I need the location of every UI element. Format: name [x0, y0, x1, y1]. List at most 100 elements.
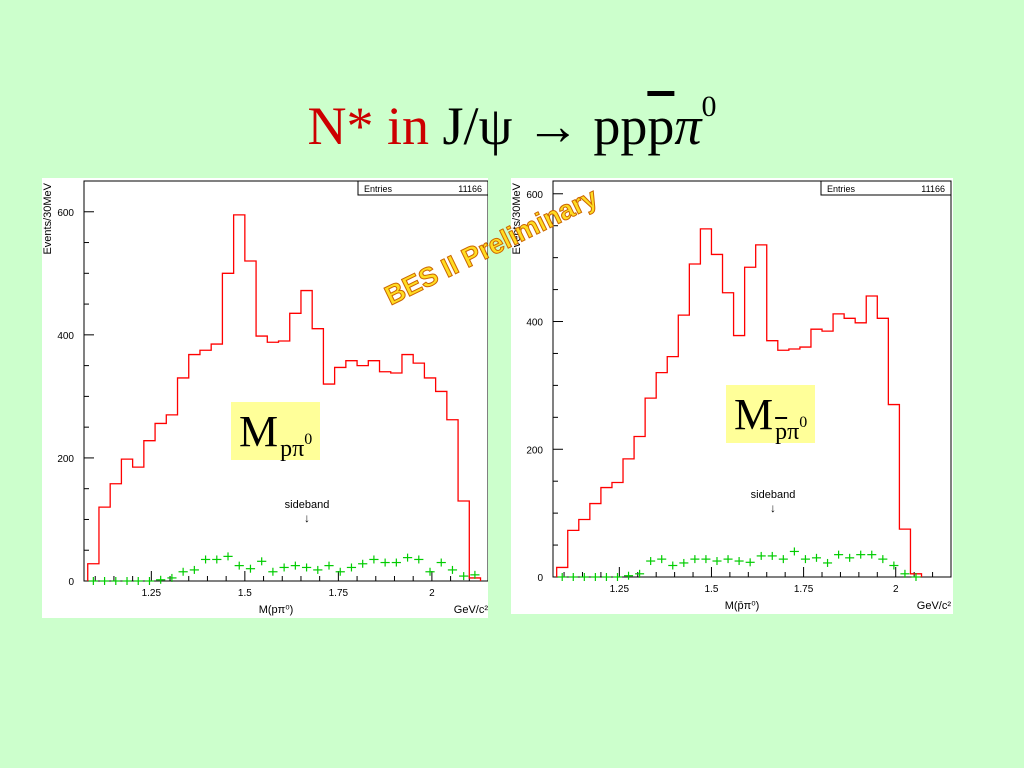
sideband-point	[459, 572, 469, 581]
stats-entries-value: 11166	[458, 184, 482, 194]
sideband-point	[279, 563, 289, 572]
histogram-right-svg: Entries 11166 0 200 400 600 1.25 1.5 1.75 2 Events…	[511, 180, 952, 612]
stats-entries-label: Entries	[827, 184, 856, 194]
y-tick-label: 0	[537, 573, 543, 584]
y-tick-label: 600	[526, 190, 543, 201]
stats-entries-label: Entries	[364, 184, 393, 194]
sideband-point	[223, 552, 233, 561]
sideband-point	[144, 577, 155, 585]
sideband-point	[447, 565, 458, 574]
sideband-arrow: ↓	[770, 501, 776, 515]
sideband-arrow: ↓	[304, 511, 310, 525]
sideband-point	[268, 567, 278, 576]
sideband-point	[800, 555, 810, 564]
x-tick-label: 1.25	[610, 584, 630, 595]
histogram-left-svg: Entries 11166 0 200 400 600 1.25 1.5 1.75 2 Events…	[42, 180, 488, 616]
stats-box	[820, 180, 952, 196]
sideband-point	[324, 561, 334, 570]
sideband-point	[900, 569, 910, 578]
title-reaction-text: J/ψ → pp	[442, 96, 648, 156]
sideband-point	[701, 555, 711, 564]
sideband-point	[290, 561, 300, 570]
y-tick-label: 0	[68, 577, 74, 588]
sideband-point	[756, 551, 766, 560]
sideband-point	[425, 567, 435, 576]
sideband-point	[624, 571, 634, 580]
sideband-point	[867, 550, 877, 559]
y-axis-label: Events/30MeV	[42, 182, 54, 254]
y-tick-label: 400	[526, 318, 543, 329]
mass-label-right-sup: 0	[799, 414, 808, 431]
sideband-point	[557, 573, 567, 581]
sideband-point	[811, 553, 822, 562]
x-axis-label: M(pπ⁰)	[259, 604, 294, 616]
sideband-point	[189, 565, 199, 574]
y-tick-label: 400	[57, 331, 74, 342]
sideband-point	[889, 561, 899, 570]
sideband-point	[470, 570, 480, 579]
sideband-point	[911, 573, 921, 581]
y-tick-label: 200	[57, 454, 74, 465]
stats-entries-value: 11166	[921, 184, 945, 194]
sideband-point	[391, 558, 401, 567]
sideband-point	[178, 567, 188, 576]
sideband-point	[823, 558, 833, 567]
sideband-point	[414, 555, 424, 564]
sideband-point	[369, 555, 379, 564]
x-tick-label: 1.75	[329, 588, 349, 599]
sideband-point	[612, 573, 623, 581]
sideband-point	[358, 559, 368, 568]
mass-label-left-sup: 0	[304, 431, 313, 448]
sideband-point	[234, 561, 244, 570]
x-tick-label: 1.75	[794, 584, 814, 595]
mass-label-left: Mpπ0	[231, 402, 321, 462]
sideband-point	[845, 553, 855, 562]
x-axis-unit: GeV/c²	[917, 600, 952, 612]
x-axis-label: M(p̄π⁰)	[725, 600, 760, 612]
histogram-left: Entries 11166 0 200 400 600 1.25 1.5 1.75 2 Events…	[42, 178, 488, 618]
sideband-point	[734, 557, 744, 566]
slide-title: N* in J/ψ → pppπ0	[0, 72, 1024, 161]
sideband-point	[99, 577, 110, 585]
plot-frame	[83, 180, 488, 582]
mass-label-right-sub-bar: p	[775, 419, 788, 445]
mass-label-left-sub: pπ	[280, 436, 305, 462]
sideband-point	[402, 553, 413, 562]
y-tick-label: 200	[526, 445, 543, 456]
sideband-point	[88, 577, 98, 585]
sideband-point	[878, 555, 888, 564]
sideband-point	[156, 575, 166, 584]
title-prefix: N* in	[307, 96, 430, 156]
sideband-point	[436, 558, 446, 567]
x-tick-label: 1.5	[705, 584, 719, 595]
sideband-annotation: sideband	[751, 489, 796, 501]
sideband-point	[601, 573, 611, 581]
sideband-point	[122, 577, 132, 585]
sideband-point	[789, 547, 799, 556]
signal-histogram	[556, 228, 923, 577]
stats-box	[357, 180, 488, 196]
sideband-point	[590, 573, 600, 581]
mass-label-right: Mpπ0	[726, 385, 816, 445]
sideband-point	[856, 550, 866, 559]
sideband-point	[745, 558, 755, 567]
x-tick-label: 1.5	[238, 588, 252, 599]
sideband-point	[313, 565, 323, 574]
x-tick-label: 2	[429, 588, 435, 599]
signal-histogram	[87, 214, 482, 581]
y-tick-label: 600	[57, 208, 74, 219]
y-axis-label: Events/30MeV	[511, 182, 523, 254]
x-axis-unit: GeV/c²	[454, 604, 488, 616]
sideband-point	[767, 551, 777, 560]
sideband-point	[712, 557, 722, 566]
sideband-point	[167, 573, 177, 582]
sideband-point	[212, 555, 222, 564]
sideband-point	[579, 573, 589, 581]
sideband-point	[301, 563, 312, 572]
sideband-point	[668, 561, 678, 570]
sideband-point	[346, 563, 357, 572]
sideband-point	[723, 555, 733, 564]
plot-frame	[552, 180, 952, 578]
sideband-point	[679, 558, 689, 567]
sideband-point	[335, 567, 345, 576]
